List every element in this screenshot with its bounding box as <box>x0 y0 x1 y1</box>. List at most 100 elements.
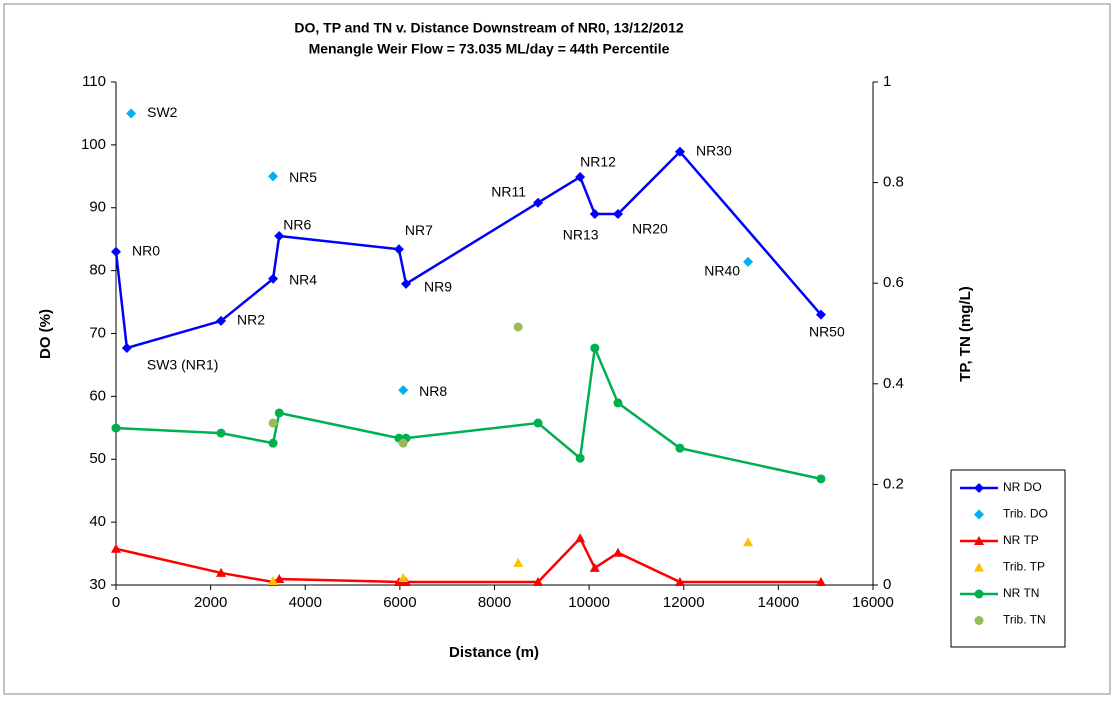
y2-tick-label: 0 <box>883 576 891 593</box>
marker <box>398 385 409 396</box>
point-label: NR13 <box>563 227 599 243</box>
legend-label: Trib. DO <box>1003 507 1048 521</box>
marker <box>533 576 544 586</box>
x-tick-label: 6000 <box>383 594 416 611</box>
x-tick-label: 12000 <box>663 594 705 611</box>
y-tick-label: 80 <box>89 262 106 279</box>
marker <box>398 438 408 448</box>
y2-tick-label: 0.6 <box>883 274 904 291</box>
point-label: NR2 <box>237 312 265 328</box>
marker <box>743 256 754 267</box>
y-tick-label: 70 <box>89 324 106 341</box>
marker <box>216 567 227 577</box>
legend-marker <box>974 616 984 625</box>
marker <box>613 398 623 408</box>
y-tick-label: 40 <box>89 513 106 530</box>
x-tick-label: 16000 <box>852 594 894 611</box>
marker <box>575 453 585 463</box>
chart-border <box>3 3 1111 695</box>
y-tick-label: 110 <box>82 73 106 90</box>
marker <box>590 343 600 353</box>
point-label: NR8 <box>419 383 447 399</box>
legend-marker <box>974 483 984 493</box>
legend-label: Trib. TN <box>1003 613 1046 627</box>
y-tick-label: 90 <box>89 199 106 216</box>
x-axis-label: Distance (m) <box>449 644 539 661</box>
y2-tick-label: 0.2 <box>883 475 904 492</box>
x-tick-label: 10000 <box>568 594 610 611</box>
y-tick-label: 60 <box>89 387 106 404</box>
y2-tick-label: 0.4 <box>883 375 904 392</box>
marker <box>533 418 543 428</box>
marker <box>398 572 409 582</box>
marker <box>575 171 586 182</box>
marker <box>674 576 685 586</box>
legend-label: NR TN <box>1003 586 1039 600</box>
series-line <box>115 343 822 481</box>
marker <box>268 438 278 448</box>
marker <box>274 231 285 242</box>
point-label: NR40 <box>704 263 740 279</box>
legend-label: NR DO <box>1003 480 1042 494</box>
legend-marker <box>974 536 984 545</box>
y2-tick-label: 1 <box>883 73 891 90</box>
legend <box>950 469 1066 648</box>
y-axis-label: DO (%) <box>37 309 54 359</box>
marker <box>612 547 623 557</box>
marker <box>274 408 284 418</box>
point-label: NR30 <box>696 142 732 158</box>
point-label: SW3 (NR1) <box>147 357 219 373</box>
point-label: NR6 <box>283 217 311 233</box>
x-tick-label: 2000 <box>194 594 227 611</box>
y-tick-label: 30 <box>89 576 106 593</box>
marker <box>111 246 121 257</box>
x-tick-label: 14000 <box>758 594 800 611</box>
y-tick-label: 100 <box>81 136 106 153</box>
marker <box>589 209 600 220</box>
marker <box>268 418 278 428</box>
legend-marker <box>974 562 984 572</box>
marker <box>675 443 685 453</box>
legend-label: NR TP <box>1003 533 1039 547</box>
marker <box>815 309 826 320</box>
legend-label: Trib. TP <box>1003 560 1045 574</box>
chart-title: DO, TP and TN v. Distance Downstream of … <box>294 20 683 36</box>
point-label: NR50 <box>809 323 845 339</box>
marker <box>674 146 685 157</box>
marker <box>612 209 623 220</box>
series-line <box>115 536 821 584</box>
point-label: SW2 <box>147 104 178 120</box>
marker <box>816 474 826 484</box>
marker <box>815 576 826 586</box>
point-label: NR12 <box>580 154 616 170</box>
x-tick-label: 0 <box>112 594 120 611</box>
y2-axis-label: TP, TN (mg/L) <box>957 286 974 382</box>
marker <box>274 573 285 583</box>
marker <box>393 244 404 255</box>
marker <box>121 342 132 353</box>
marker <box>216 428 226 438</box>
marker <box>401 278 412 289</box>
legend-marker <box>974 589 984 599</box>
point-label: NR0 <box>132 242 160 258</box>
marker <box>216 315 227 326</box>
y2-tick-label: 0.8 <box>883 174 904 191</box>
marker <box>268 171 279 182</box>
marker <box>589 562 600 572</box>
marker <box>111 423 121 433</box>
point-label: NR4 <box>289 272 317 288</box>
legend-marker <box>974 509 984 520</box>
marker <box>126 108 137 119</box>
y-tick-label: 50 <box>89 450 106 467</box>
point-label: NR9 <box>424 279 452 295</box>
x-tick-label: 4000 <box>289 594 322 611</box>
point-label: NR20 <box>632 221 668 237</box>
point-label: NR5 <box>289 169 317 185</box>
chart-subtitle: Menangle Weir Flow = 73.035 ML/day = 44t… <box>309 41 670 57</box>
marker <box>575 533 586 543</box>
marker <box>268 273 279 284</box>
marker <box>513 322 523 332</box>
marker <box>268 575 279 585</box>
point-label: NR11 <box>491 183 526 199</box>
